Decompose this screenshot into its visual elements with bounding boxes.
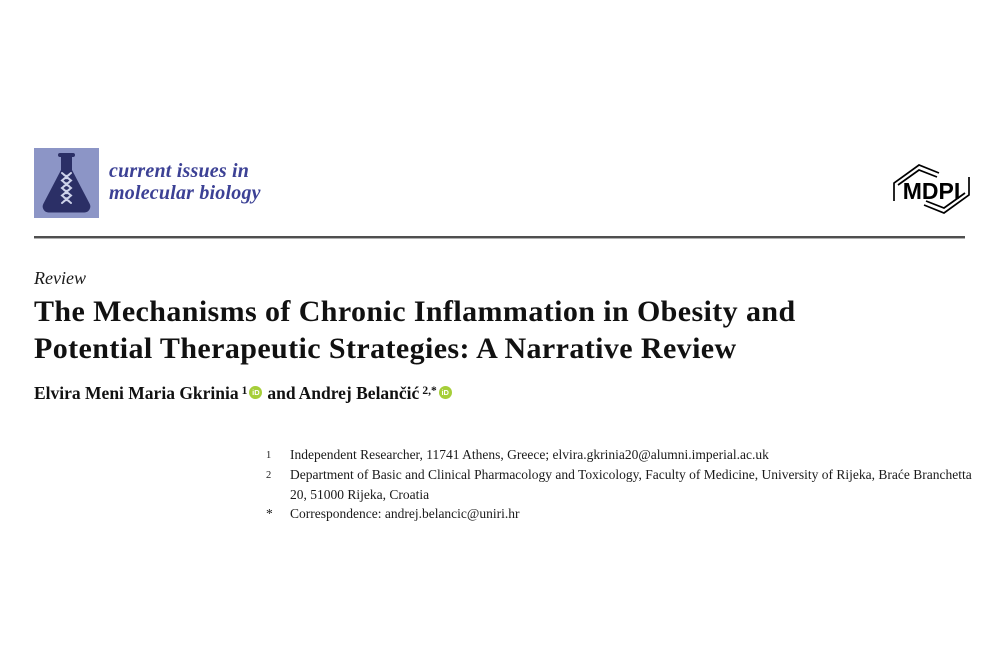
authors-line: Elvira Meni Maria Gkrinia 1 iD and Andrej Be… — [34, 383, 452, 404]
mdpi-logo-text: MDPI — [903, 178, 961, 204]
affiliation-marker: 1 — [266, 450, 272, 461]
orcid-icon[interactable]: iD — [249, 386, 263, 399]
author-affiliation-marker: 1 — [241, 385, 248, 397]
journal-name-line1: current issues in — [109, 160, 250, 182]
header-divider — [34, 236, 965, 239]
affiliation-marker: 2 — [266, 470, 272, 482]
mdpi-logo: MDPI — [893, 164, 970, 214]
affiliation-text: Department of Basic and Clinical Pharmac… — [290, 467, 972, 502]
journal-name: current issues in molecular biology — [109, 160, 261, 218]
author-affiliation-marker: 2,* — [422, 385, 437, 397]
affiliation-row: * Correspondence: andrej.belancic@uniri.… — [266, 504, 980, 523]
author-name: Andrej Belančić — [298, 383, 420, 403]
article-type-label: Review — [34, 268, 86, 288]
journal-name-line2: molecular biology — [109, 181, 261, 204]
affiliations-block: 1 Independent Researcher, 11741 Athens, … — [266, 445, 980, 523]
article-title-line1: The Mechanisms of Chronic Inflammation i… — [34, 295, 796, 328]
correspondence-text: Correspondence: andrej.belancic@uniri.hr — [290, 505, 520, 521]
article-title: The Mechanisms of Chronic Inflammation i… — [34, 294, 964, 367]
author-name: Elvira Meni Maria Gkrinia — [34, 383, 239, 403]
journal-flask-icon — [34, 148, 99, 218]
orcid-icon[interactable]: iD — [438, 386, 452, 399]
article-title-line2: Potential Therapeutic Strategies: A Narr… — [34, 331, 737, 365]
journal-brand: current issues in molecular biology — [34, 148, 261, 218]
affiliation-row: 1 Independent Researcher, 11741 Athens, … — [266, 445, 980, 465]
authors-joiner: and — [267, 383, 296, 403]
affiliation-text: Independent Researcher, 11741 Athens, Gr… — [290, 447, 769, 462]
correspondence-marker: * — [266, 505, 273, 521]
affiliation-row: 2 Department of Basic and Clinical Pharm… — [266, 465, 980, 504]
